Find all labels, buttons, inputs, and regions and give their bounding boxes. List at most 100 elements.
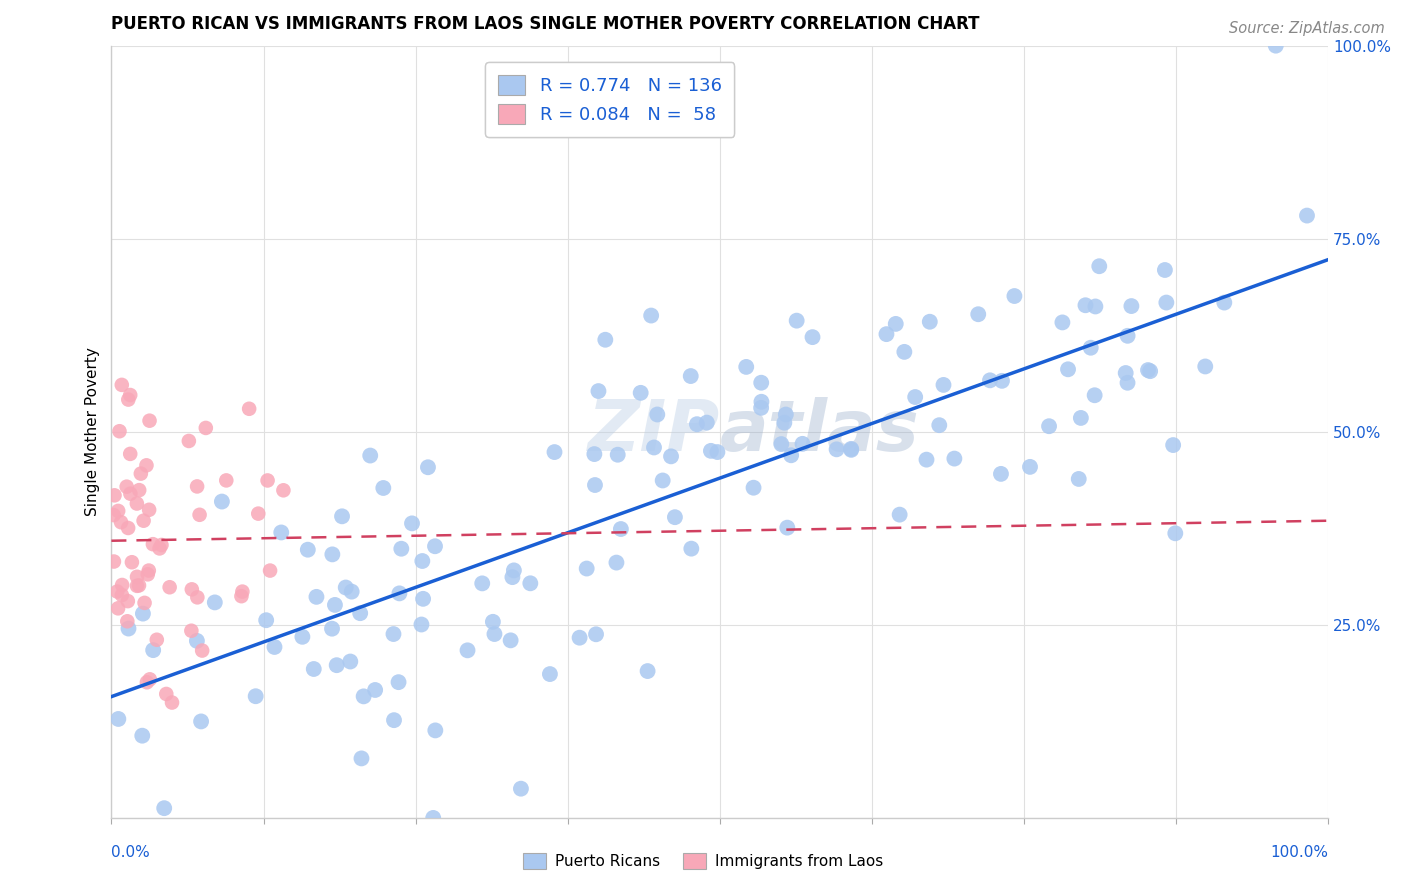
Point	[991, 374, 1014, 388]
Point	[990, 467, 1012, 481]
Point	[411, 617, 433, 632]
Point	[568, 631, 591, 645]
Point	[117, 615, 139, 629]
Point	[131, 729, 153, 743]
Point	[651, 474, 673, 488]
Point	[136, 567, 159, 582]
Point	[1052, 315, 1074, 329]
Point	[664, 510, 686, 524]
Point	[706, 445, 728, 459]
Point	[681, 541, 703, 556]
Point	[825, 442, 848, 457]
Point	[305, 590, 328, 604]
Point	[125, 579, 148, 593]
Point	[1164, 526, 1187, 541]
Point	[510, 781, 533, 796]
Point	[107, 504, 129, 518]
Point	[786, 313, 808, 327]
Point	[575, 561, 598, 575]
Point	[103, 508, 125, 522]
Point	[839, 442, 862, 457]
Point	[125, 496, 148, 510]
Point	[482, 615, 505, 629]
Point	[770, 437, 793, 451]
Point	[1116, 376, 1139, 390]
Point	[263, 640, 285, 654]
Point	[412, 591, 434, 606]
Point	[120, 486, 142, 500]
Point	[1116, 328, 1139, 343]
Point	[291, 630, 314, 644]
Point	[388, 586, 411, 600]
Point	[519, 576, 541, 591]
Point	[1038, 419, 1060, 434]
Point	[238, 401, 260, 416]
Point	[979, 373, 1001, 387]
Point	[643, 441, 665, 455]
Point	[105, 584, 128, 599]
Point	[339, 655, 361, 669]
Point	[188, 508, 211, 522]
Point	[194, 421, 217, 435]
Point	[382, 627, 405, 641]
Point	[735, 359, 758, 374]
Point	[943, 451, 966, 466]
Point	[605, 556, 627, 570]
Point	[889, 508, 911, 522]
Point	[606, 448, 628, 462]
Point	[640, 309, 662, 323]
Point	[180, 582, 202, 597]
Point	[270, 525, 292, 540]
Point	[884, 317, 907, 331]
Point	[387, 675, 409, 690]
Point	[1088, 259, 1111, 273]
Point	[325, 658, 347, 673]
Point	[297, 542, 319, 557]
Point	[180, 624, 202, 638]
Point	[155, 687, 177, 701]
Point	[302, 662, 325, 676]
Point	[502, 563, 524, 577]
Point	[115, 480, 138, 494]
Point	[967, 307, 990, 321]
Point	[595, 333, 617, 347]
Point	[1019, 459, 1042, 474]
Point	[153, 801, 176, 815]
Point	[1137, 363, 1160, 377]
Point	[321, 548, 343, 562]
Point	[117, 392, 139, 407]
Point	[780, 448, 803, 462]
Point	[422, 811, 444, 825]
Point	[742, 481, 765, 495]
Point	[1139, 364, 1161, 378]
Point	[128, 483, 150, 497]
Point	[146, 632, 169, 647]
Point	[191, 643, 214, 657]
Point	[696, 416, 718, 430]
Point	[423, 539, 446, 553]
Point	[389, 541, 412, 556]
Point	[749, 401, 772, 415]
Point	[150, 538, 173, 552]
Point	[142, 537, 165, 551]
Point	[349, 606, 371, 620]
Point	[321, 622, 343, 636]
Point	[364, 683, 387, 698]
Point	[245, 690, 267, 704]
Text: Source: ZipAtlas.com: Source: ZipAtlas.com	[1229, 21, 1385, 36]
Point	[129, 467, 152, 481]
Point	[686, 417, 709, 432]
Y-axis label: Single Mother Poverty: Single Mother Poverty	[86, 347, 100, 516]
Legend: Puerto Ricans, Immigrants from Laos: Puerto Ricans, Immigrants from Laos	[516, 847, 890, 875]
Point	[659, 450, 682, 464]
Point	[801, 330, 824, 344]
Point	[139, 673, 162, 687]
Point	[211, 494, 233, 508]
Point	[583, 478, 606, 492]
Point	[1156, 295, 1178, 310]
Point	[142, 643, 165, 657]
Point	[120, 447, 142, 461]
Point	[186, 591, 208, 605]
Point	[610, 522, 633, 536]
Point	[103, 555, 125, 569]
